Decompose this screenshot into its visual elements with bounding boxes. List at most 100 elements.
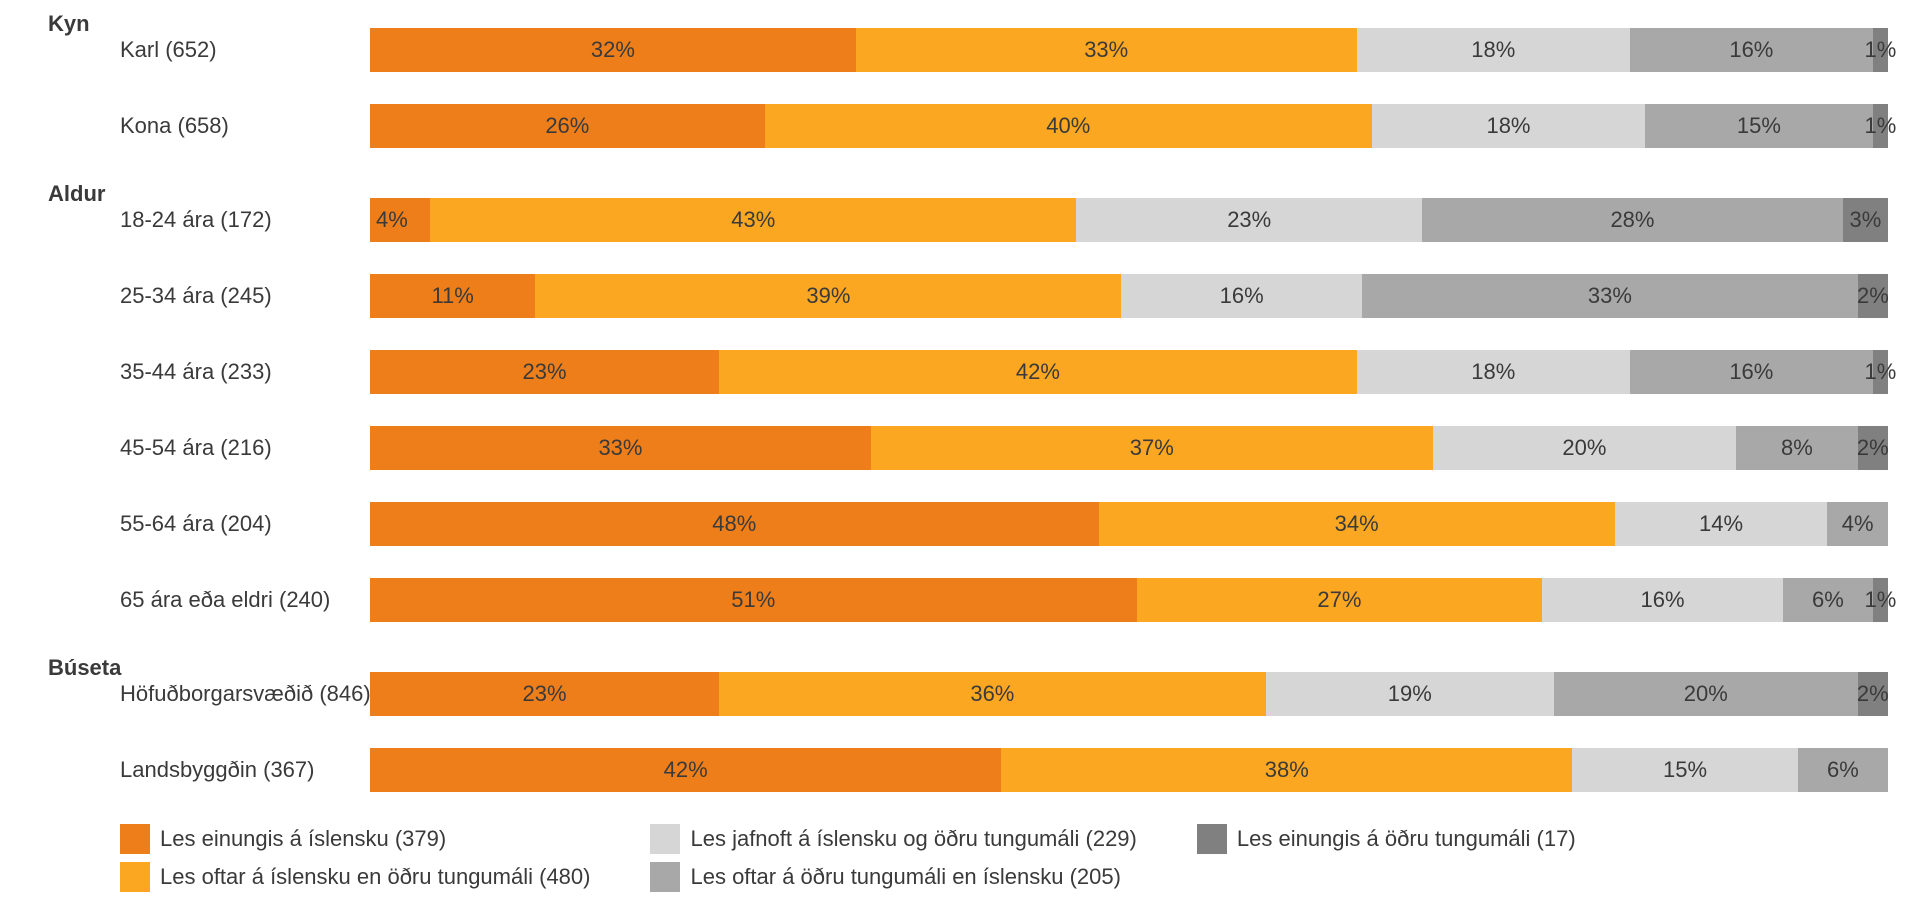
row-label: 25-34 ára (245) [20,283,370,309]
bar-segment-s4: 4% [1827,502,1888,546]
bar-segment-s3: 18% [1372,104,1645,148]
stacked-bar: 48% 34% 14% 4% [370,502,1888,546]
chart-row: 65 ára eða eldri (240)51%27%16%6%1% [20,578,1888,622]
segment-value: 2% [1857,435,1889,461]
bar-segment-s2: 37% [871,426,1433,470]
stacked-bar: 26%40%18%15%1% [370,104,1888,148]
segment-value: 27% [1317,587,1361,613]
segment-value: 20% [1562,435,1606,461]
bar-segment-s2: 39% [535,274,1121,318]
bar-segment-s4: 8% [1736,426,1857,470]
bar-segment-s4: 6% [1783,578,1873,622]
segment-value: 8% [1781,435,1813,461]
segment-value: 16% [1729,359,1773,385]
chart-row: 55-64 ára (204)48% 34% 14% 4% [20,502,1888,546]
segment-value: 18% [1471,37,1515,63]
bar-segment-s1: 26% [370,104,765,148]
segment-value: 39% [806,283,850,309]
bar-segment-s2: 27% [1137,578,1543,622]
bar-segment-s5: 1% [1873,350,1888,394]
segment-value: 20% [1684,681,1728,707]
bar-segment-s1: 32% [370,28,856,72]
row-label: 18-24 ára (172) [20,207,370,233]
legend-item: Les einungis á öðru tungumáli (17) [1197,824,1576,854]
bar-segment-s2: 34% [1099,502,1615,546]
bar-segment-s3: 20% [1433,426,1737,470]
legend-column: Les jafnoft á íslensku og öðru tungumáli… [650,824,1136,892]
row-label: 35-44 ára (233) [20,359,370,385]
row-label: Kona (658) [20,113,370,139]
segment-value: 19% [1388,681,1432,707]
segment-value: 33% [1084,37,1128,63]
legend-item: Les jafnoft á íslensku og öðru tungumáli… [650,824,1136,854]
stacked-bar: 11%39%16%33%2% [370,274,1888,318]
segment-value: 18% [1471,359,1515,385]
bar-segment-s4: 16% [1630,28,1873,72]
segment-value: 23% [523,359,567,385]
segment-value: 42% [664,757,708,783]
bar-segment-s3: 18% [1357,28,1630,72]
stacked-bar-chart: KynKarl (652)32%33%18%16%1%Kona (658)26%… [20,10,1888,892]
segment-value: 26% [545,113,589,139]
bar-segment-s1: 33% [370,426,871,470]
chart-row: Höfuðborgarsvæðið (846)23%36%19%20%2% [20,672,1888,716]
row-label: 45-54 ára (216) [20,435,370,461]
bar-segment-s1: 23% [370,672,719,716]
chart-row: Landsbyggðin (367)42%38%15%6% [20,748,1888,792]
segment-value: 33% [598,435,642,461]
legend-item: Les oftar á íslensku en öðru tungumáli (… [120,862,590,892]
bar-segment-s4: 16% [1630,350,1873,394]
bar-segment-s5: 1% [1873,578,1888,622]
segment-value: 15% [1663,757,1707,783]
segment-value: 51% [731,587,775,613]
bar-segment-s4: 28% [1422,198,1843,242]
chart-row: 25-34 ára (245)11%39%16%33%2% [20,274,1888,318]
bar-segment-s1: 51% [370,578,1137,622]
bar-segment-s3: 18% [1357,350,1630,394]
bar-segment-s3: 15% [1572,748,1797,792]
stacked-bar: 32%33%18%16%1% [370,28,1888,72]
bar-segment-s4: 15% [1645,104,1873,148]
bar-segment-s5: 3% [1843,198,1888,242]
segment-value: 16% [1729,37,1773,63]
chart-row: Kona (658)26%40%18%15%1% [20,104,1888,148]
segment-value: 6% [1812,587,1844,613]
legend-label: Les oftar á öðru tungumáli en íslensku (… [690,864,1120,890]
segment-value: 14% [1699,511,1743,537]
row-label: 55-64 ára (204) [20,511,370,537]
segment-value: 11% [431,283,473,309]
segment-value: 37% [1130,435,1174,461]
bar-segment-s4: 20% [1554,672,1858,716]
legend-label: Les einungis á öðru tungumáli (17) [1237,826,1576,852]
stacked-bar: 23% 42% 18% 16% 1% [370,350,1888,394]
bar-segment-s3: 19% [1266,672,1554,716]
legend-label: Les einungis á íslensku (379) [160,826,446,852]
legend-label: Les jafnoft á íslensku og öðru tungumáli… [690,826,1136,852]
segment-value: 34% [1335,511,1379,537]
bar-segment-s3: 23% [1076,198,1422,242]
bar-segment-s2: 38% [1001,748,1572,792]
segment-value: 23% [1227,207,1271,233]
segment-value: 36% [970,681,1014,707]
bar-segment-s1: 48% [370,502,1099,546]
legend-label: Les oftar á íslensku en öðru tungumáli (… [160,864,590,890]
bar-segment-s2: 43% [430,198,1076,242]
legend-item: Les oftar á öðru tungumáli en íslensku (… [650,862,1136,892]
segment-value: 43% [731,207,775,233]
legend-column: Les einungis á íslensku (379) Les oftar á… [120,824,590,892]
segment-value: 38% [1265,757,1309,783]
segment-value: 28% [1610,207,1654,233]
bar-segment-s1: 11% [370,274,535,318]
row-label: 65 ára eða eldri (240) [20,587,370,613]
bar-segment-s3: 14% [1615,502,1828,546]
bar-segment-s3: 16% [1121,274,1361,318]
segment-value: 42% [1016,359,1060,385]
segment-value: 2% [1857,283,1889,309]
bar-segment-s2: 33% [856,28,1357,72]
bar-segment-s5: 1% [1873,104,1888,148]
bar-segment-s1: 42% [370,748,1001,792]
legend-swatch [1197,824,1227,854]
stacked-bar: 42%38%15%6% [370,748,1888,792]
chart-row: 18-24 ára (172)4%43%23%28%3% [20,198,1888,242]
chart-row: 45-54 ára (216) 33% 37% 20% 8% 2% [20,426,1888,470]
